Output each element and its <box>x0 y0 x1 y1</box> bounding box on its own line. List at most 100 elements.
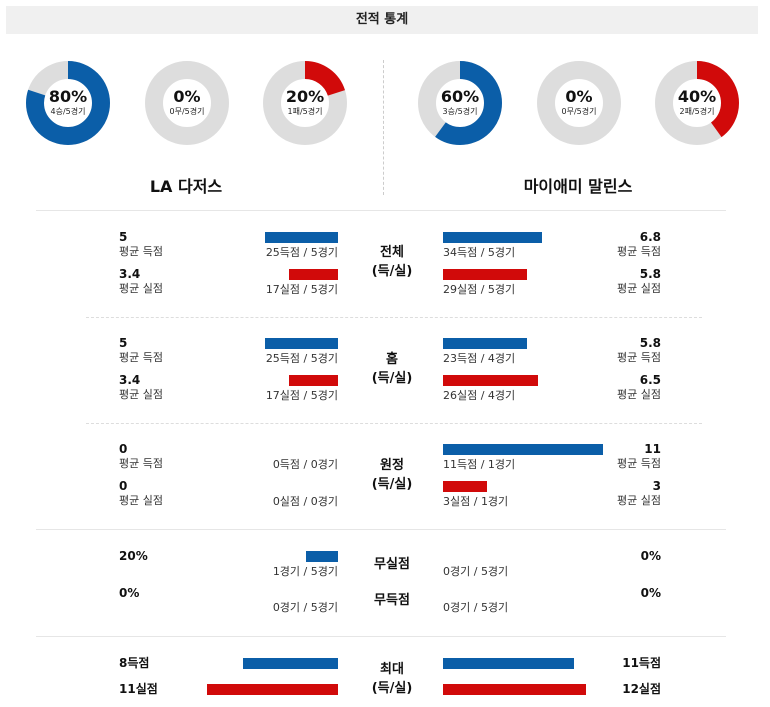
scored-bar <box>443 338 527 349</box>
divider <box>86 317 702 318</box>
allowed-count: 29실점 / 5경기 <box>443 283 516 296</box>
max-scored-value: 11득점 <box>622 656 661 670</box>
allowed-bar <box>443 375 538 386</box>
avg-allowed-value: 3 <box>652 479 661 493</box>
donut-caption: 0무/5경기 <box>169 107 205 116</box>
avg-scored-value: 5 <box>119 336 128 350</box>
donut-percent: 20% <box>285 87 325 106</box>
avg-allowed-value: 0 <box>119 479 128 493</box>
win-rate-donut: 60% 3승/5경기 <box>418 61 502 145</box>
divider <box>36 636 726 637</box>
donut-arc <box>655 61 739 145</box>
donut-caption: 4승/5경기 <box>50 107 86 116</box>
scored-bar <box>265 232 338 243</box>
max-scored-bar <box>443 658 574 669</box>
avg-scored-value: 6.8 <box>639 230 661 244</box>
divider <box>36 529 726 530</box>
avg-allowed-value: 3.4 <box>119 267 141 281</box>
draw-rate-donut: 0% 0무/5경기 <box>145 61 229 145</box>
team-divider <box>383 60 384 195</box>
donut-arc <box>418 61 502 145</box>
category-sublabel: (득/실) <box>371 477 413 492</box>
donut-percent: 80% <box>48 87 88 106</box>
category-label: 최대 <box>380 662 404 677</box>
home-team-name: LA 다저스 <box>149 177 223 196</box>
scored-count: 11득점 / 1경기 <box>443 458 516 471</box>
avg-scored-value: 11 <box>644 442 661 456</box>
avg-allowed-value: 3.4 <box>119 373 141 387</box>
shutout-rate-value: 20% <box>119 549 148 563</box>
donut-track <box>537 61 621 145</box>
avg-scored-label: 평균 득점 <box>119 245 163 258</box>
avg-scored-value: 0 <box>119 442 128 456</box>
scoreless-rate-value: 0% <box>119 586 140 600</box>
scored-bar <box>443 232 542 243</box>
allowed-count: 26실점 / 4경기 <box>443 389 516 402</box>
scored-count: 25득점 / 5경기 <box>265 246 338 259</box>
divider <box>36 210 726 211</box>
allowed-bar <box>289 375 338 386</box>
avg-allowed-value: 6.5 <box>639 373 661 387</box>
max-scored-value: 8득점 <box>119 656 150 670</box>
allowed-bar <box>443 269 527 280</box>
category-label: 홈 <box>386 352 398 367</box>
avg-scored-value: 5.8 <box>639 336 661 350</box>
scored-count: 34득점 / 5경기 <box>443 246 516 259</box>
allowed-bar <box>289 269 338 280</box>
scored-bar <box>265 338 338 349</box>
shutout-rate-value: 0% <box>640 549 661 563</box>
donut-graphic <box>418 61 502 145</box>
donut-percent: 40% <box>677 87 717 106</box>
max-allowed-value: 11실점 <box>119 682 158 696</box>
category-sublabel: (득/실) <box>371 681 413 696</box>
avg-allowed-label: 평균 실점 <box>119 282 163 295</box>
scored-count: 0득점 / 0경기 <box>272 458 338 471</box>
loss-rate-donut: 20% 1패/5경기 <box>263 61 347 145</box>
draw-rate-donut: 0% 0무/5경기 <box>537 61 621 145</box>
shutout-count: 1경기 / 5경기 <box>272 565 338 578</box>
donut-caption: 1패/5경기 <box>287 107 323 116</box>
donut-graphic <box>145 61 229 145</box>
allowed-count: 17실점 / 5경기 <box>265 283 338 296</box>
section-title: 전적 통계 <box>6 6 758 34</box>
avg-scored-label: 평균 득점 <box>119 351 163 364</box>
avg-scored-label: 평균 득점 <box>119 457 163 470</box>
donut-graphic <box>655 61 739 145</box>
max-allowed-value: 12실점 <box>622 682 661 696</box>
avg-allowed-label: 평균 실점 <box>617 282 661 295</box>
donut-caption: 0무/5경기 <box>561 107 597 116</box>
scored-count: 25득점 / 5경기 <box>265 352 338 365</box>
category-label: 무실점 <box>374 557 410 572</box>
allowed-count: 17실점 / 5경기 <box>265 389 338 402</box>
shutout-count: 0경기 / 5경기 <box>443 565 509 578</box>
scoreless-count: 0경기 / 5경기 <box>272 601 338 614</box>
donut-graphic <box>26 61 110 145</box>
scoreless-count: 0경기 / 5경기 <box>443 601 509 614</box>
donut-graphic <box>537 61 621 145</box>
max-allowed-bar <box>207 684 338 695</box>
avg-allowed-label: 평균 실점 <box>617 388 661 401</box>
donut-track <box>145 61 229 145</box>
avg-scored-label: 평균 득점 <box>617 351 661 364</box>
allowed-count: 0실점 / 0경기 <box>272 495 338 508</box>
donut-percent: 60% <box>440 87 480 106</box>
donut-caption: 3승/5경기 <box>442 107 478 116</box>
scored-bar <box>443 444 603 455</box>
donut-percent: 0% <box>173 87 201 106</box>
win-rate-donut: 80% 4승/5경기 <box>26 61 110 145</box>
avg-allowed-label: 평균 실점 <box>119 494 163 507</box>
donut-arc <box>263 61 347 145</box>
donut-arc <box>26 61 110 145</box>
avg-allowed-value: 5.8 <box>639 267 661 281</box>
loss-rate-donut: 40% 2패/5경기 <box>655 61 739 145</box>
allowed-bar <box>443 481 487 492</box>
category-sublabel: (득/실) <box>371 264 413 279</box>
avg-scored-value: 5 <box>119 230 128 244</box>
scored-count: 23득점 / 4경기 <box>443 352 516 365</box>
scoreless-rate-value: 0% <box>640 586 661 600</box>
donut-graphic <box>263 61 347 145</box>
category-sublabel: (득/실) <box>371 371 413 386</box>
category-label: 무득점 <box>374 593 410 608</box>
avg-allowed-label: 평균 실점 <box>119 388 163 401</box>
avg-scored-label: 평균 득점 <box>617 245 661 258</box>
